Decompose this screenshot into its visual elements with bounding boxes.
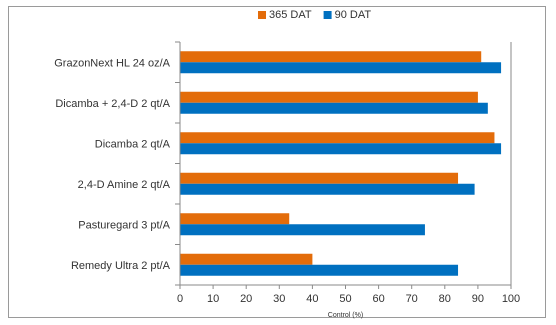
legend-swatch-1 xyxy=(323,11,332,19)
category-label-4: Pasturegard 3 pt/A xyxy=(78,219,170,231)
bar-365-dat-0 xyxy=(180,51,482,63)
legend-label-1: 90 DAT xyxy=(335,9,372,21)
bar-365-dat-2 xyxy=(180,132,495,144)
bar-90-dat-1 xyxy=(180,102,488,114)
x-tick-label-6: 60 xyxy=(372,293,384,305)
bar-90-dat-5 xyxy=(180,264,459,276)
x-tick-label-5: 50 xyxy=(339,293,351,305)
category-label-2: Dicamba 2 qt/A xyxy=(95,138,171,150)
x-tick-label-9: 90 xyxy=(472,293,484,305)
legend-label-0: 365 DAT xyxy=(269,9,312,21)
bar-365-dat-5 xyxy=(180,253,313,265)
category-label-0: GrazonNext HL 24 oz/A xyxy=(54,57,170,69)
category-label-3: 2,4-D Amine 2 qt/A xyxy=(78,179,171,191)
category-label-1: Dicamba + 2,4-D 2 qt/A xyxy=(55,98,170,110)
x-tick-label-10: 100 xyxy=(502,293,520,305)
bar-90-dat-4 xyxy=(180,224,425,236)
x-tick-label-0: 0 xyxy=(177,293,183,305)
x-tick-label-8: 80 xyxy=(439,293,451,305)
x-tick-label-3: 30 xyxy=(273,293,285,305)
bar-90-dat-0 xyxy=(180,62,502,74)
x-tick-label-4: 40 xyxy=(306,293,318,305)
bar-90-dat-2 xyxy=(180,143,502,155)
bar-90-dat-3 xyxy=(180,183,475,195)
x-tick-label-7: 70 xyxy=(406,293,418,305)
bar-365-dat-1 xyxy=(180,91,478,103)
bar-365-dat-3 xyxy=(180,172,459,184)
category-label-5: Remedy Ultra 2 pt/A xyxy=(71,260,171,272)
legend-swatch-0 xyxy=(258,11,266,19)
x-axis-title: Control (%) xyxy=(328,312,363,319)
bar-365-dat-4 xyxy=(180,213,290,225)
x-tick-label-2: 20 xyxy=(240,293,252,305)
x-tick-label-1: 10 xyxy=(207,293,219,305)
